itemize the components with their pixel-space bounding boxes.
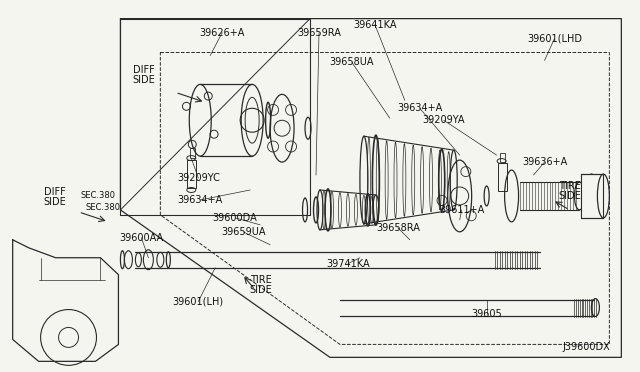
Bar xyxy=(188,160,196,188)
Text: SIDE: SIDE xyxy=(132,76,155,86)
Text: J39600DX: J39600DX xyxy=(563,342,611,352)
Text: 39658RA: 39658RA xyxy=(376,223,420,233)
Text: 39634+A: 39634+A xyxy=(397,103,442,113)
Text: 39659RA: 39659RA xyxy=(297,28,341,38)
Text: 39741KA: 39741KA xyxy=(326,259,370,269)
Text: 39600AA: 39600AA xyxy=(119,233,163,243)
Text: 39626+A: 39626+A xyxy=(200,28,245,38)
Text: 39611+A: 39611+A xyxy=(439,205,484,215)
Text: SEC.380: SEC.380 xyxy=(81,192,116,201)
Text: TIRE: TIRE xyxy=(250,275,272,285)
Text: SEC.380: SEC.380 xyxy=(86,203,121,212)
Text: 39601(LH): 39601(LH) xyxy=(173,296,224,307)
Text: 39636+A: 39636+A xyxy=(522,157,567,167)
Bar xyxy=(498,163,507,191)
Text: 39634+A: 39634+A xyxy=(178,195,223,205)
Text: DIFF: DIFF xyxy=(132,65,154,76)
Text: 39605: 39605 xyxy=(471,308,502,318)
Text: 39658UA: 39658UA xyxy=(330,57,374,67)
Text: 39600DA: 39600DA xyxy=(213,213,257,223)
Bar xyxy=(500,153,504,162)
Text: 39641KA: 39641KA xyxy=(353,20,397,30)
Text: TIRE: TIRE xyxy=(559,181,580,191)
Text: SIDE: SIDE xyxy=(558,191,581,201)
Text: 39601(LHD: 39601(LHD xyxy=(527,33,582,44)
Text: 39209YA: 39209YA xyxy=(422,115,465,125)
Bar xyxy=(190,148,195,158)
Text: 39659UA: 39659UA xyxy=(221,227,266,237)
Text: 39209YC: 39209YC xyxy=(177,173,220,183)
Bar xyxy=(581,174,604,218)
Text: SIDE: SIDE xyxy=(250,285,273,295)
Text: SIDE: SIDE xyxy=(44,197,66,207)
Text: DIFF: DIFF xyxy=(44,187,65,197)
